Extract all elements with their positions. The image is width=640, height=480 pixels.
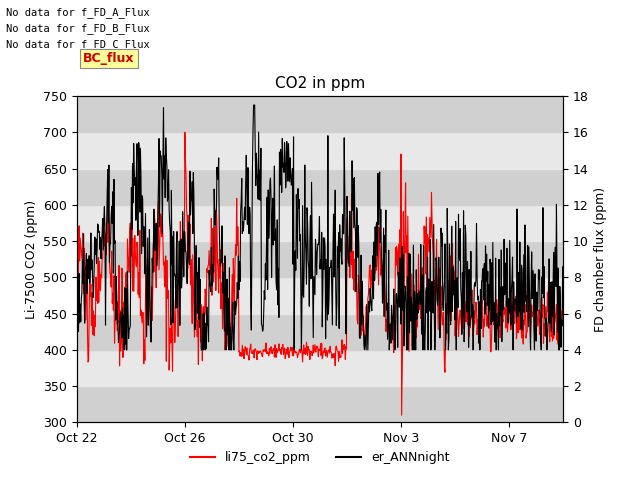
Legend: li75_co2_ppm, er_ANNnight: li75_co2_ppm, er_ANNnight: [186, 446, 454, 469]
Text: BC_flux: BC_flux: [83, 52, 134, 65]
Text: No data for f_FD_C_Flux: No data for f_FD_C_Flux: [6, 39, 150, 50]
Bar: [77, 168, 563, 205]
Text: No data for f_FD_A_Flux: No data for f_FD_A_Flux: [6, 7, 150, 18]
Bar: [77, 277, 563, 313]
Bar: [77, 386, 563, 422]
Title: CO2 in ppm: CO2 in ppm: [275, 76, 365, 91]
Bar: [77, 313, 563, 350]
Text: No data for f_FD_B_Flux: No data for f_FD_B_Flux: [6, 23, 150, 34]
Bar: [77, 96, 563, 132]
Y-axis label: Li-7500 CO2 (ppm): Li-7500 CO2 (ppm): [24, 200, 38, 319]
Y-axis label: FD chamber flux (ppm): FD chamber flux (ppm): [595, 187, 607, 332]
Bar: [77, 132, 563, 168]
Bar: [77, 350, 563, 386]
Bar: [77, 241, 563, 277]
Bar: [77, 205, 563, 241]
